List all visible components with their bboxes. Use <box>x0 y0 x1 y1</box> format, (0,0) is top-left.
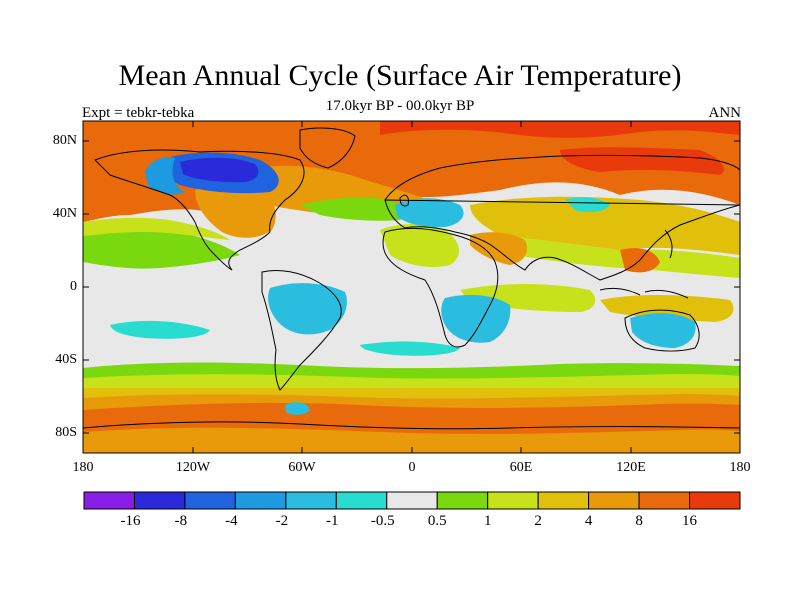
colorbar <box>83 491 741 510</box>
lat-label-0: 0 <box>70 279 77 294</box>
lat-label-80s: 80S <box>55 425 77 440</box>
temperature-field <box>83 121 740 453</box>
lon-label-60e: 60E <box>509 460 533 475</box>
greenland-outline <box>299 127 356 169</box>
southern-atlantic-cool <box>360 341 460 356</box>
south-pacific-cool <box>110 320 210 339</box>
chart-subtitle: 17.0kyr BP - 00.0kyr BP <box>325 98 475 114</box>
colorbar-swatch <box>537 491 590 510</box>
colorbar-swatch <box>335 491 388 510</box>
colorbar-label: -0.5 <box>370 513 395 529</box>
lon-label-60w: 60W <box>288 460 316 475</box>
lon-label-180e: 180 <box>729 460 751 475</box>
japan-outline <box>664 229 673 259</box>
pacific-yellow-band <box>83 217 230 240</box>
axis-ticks <box>82 121 740 453</box>
lat-label-40n: 40N <box>52 206 77 221</box>
coastlines <box>83 127 740 430</box>
arctic-hot-band <box>380 121 740 138</box>
colorbar-swatch <box>487 491 539 510</box>
colorbar-label: -16 <box>120 513 141 529</box>
colorbar-label: 1 <box>483 513 492 529</box>
colorbar-swatch <box>285 491 337 510</box>
colorbar-swatch <box>638 491 691 510</box>
colorbar-swatch <box>133 491 186 510</box>
uk-outline <box>399 194 409 207</box>
colorbar-swatch <box>436 491 489 510</box>
experiment-label: Expt = tebkr-tebka <box>82 105 195 121</box>
laurentide-colder-core <box>180 157 259 183</box>
colorbar-label: -4 <box>225 513 238 529</box>
colorbar-label: 16 <box>682 513 698 529</box>
laurentide-cool-halo <box>145 157 185 195</box>
tibet-cool-spot <box>565 197 610 213</box>
africa-outline <box>382 227 499 348</box>
lat-label-40s: 40S <box>55 352 77 367</box>
antarctica-outline <box>83 421 740 430</box>
colorbar-swatch <box>588 491 640 510</box>
colorbar-swatch <box>234 491 287 510</box>
north-america-orange <box>195 182 276 238</box>
atlantic-green-band <box>300 197 406 221</box>
colorbar-label: 0.5 <box>427 513 447 529</box>
lon-label-0: 0 <box>408 460 416 475</box>
australia-area-orange <box>600 295 734 322</box>
fennoscandia-cool <box>395 198 464 228</box>
eurasia-mid-warm <box>470 196 740 255</box>
asia-hot-patch <box>560 147 724 175</box>
colorbar-label: 2 <box>534 513 542 529</box>
antarctic-interior <box>83 427 740 453</box>
colorbar-label: 8 <box>635 513 643 529</box>
lon-label-180w: 180 <box>72 460 94 475</box>
west-africa-yellow <box>380 224 460 267</box>
season-label: ANN <box>708 105 742 121</box>
pacific-green-band <box>83 227 240 269</box>
eurasia-yellowgreen <box>500 235 740 278</box>
south-america-outline <box>261 269 342 391</box>
colorbar-swatch <box>184 491 236 510</box>
colorbar-label: -8 <box>174 513 188 529</box>
south-america-cool <box>268 283 347 335</box>
australia-outline <box>624 309 700 352</box>
colorbar-label: -2 <box>275 513 289 529</box>
lon-label-120e: 120E <box>616 460 646 475</box>
colorbar-swatch <box>689 491 741 510</box>
eurasia-outline <box>384 154 740 281</box>
north-america-outline <box>94 149 305 271</box>
colorbar-label: 4 <box>584 513 593 529</box>
australia-cool <box>630 313 696 348</box>
chart-title: Mean Annual Cycle (Surface Air Temperatu… <box>118 59 682 92</box>
arabia-orange <box>470 232 527 265</box>
lon-label-120w: 120W <box>175 460 211 475</box>
lat-label-80n: 80N <box>52 133 77 148</box>
africa-cool <box>441 294 511 343</box>
colorbar-swatch <box>83 491 135 510</box>
colorbar-label: -1 <box>326 513 339 529</box>
indonesia-outline <box>599 287 689 299</box>
colorbar-swatch <box>386 491 438 510</box>
antarctic-cool-spot <box>285 402 310 415</box>
